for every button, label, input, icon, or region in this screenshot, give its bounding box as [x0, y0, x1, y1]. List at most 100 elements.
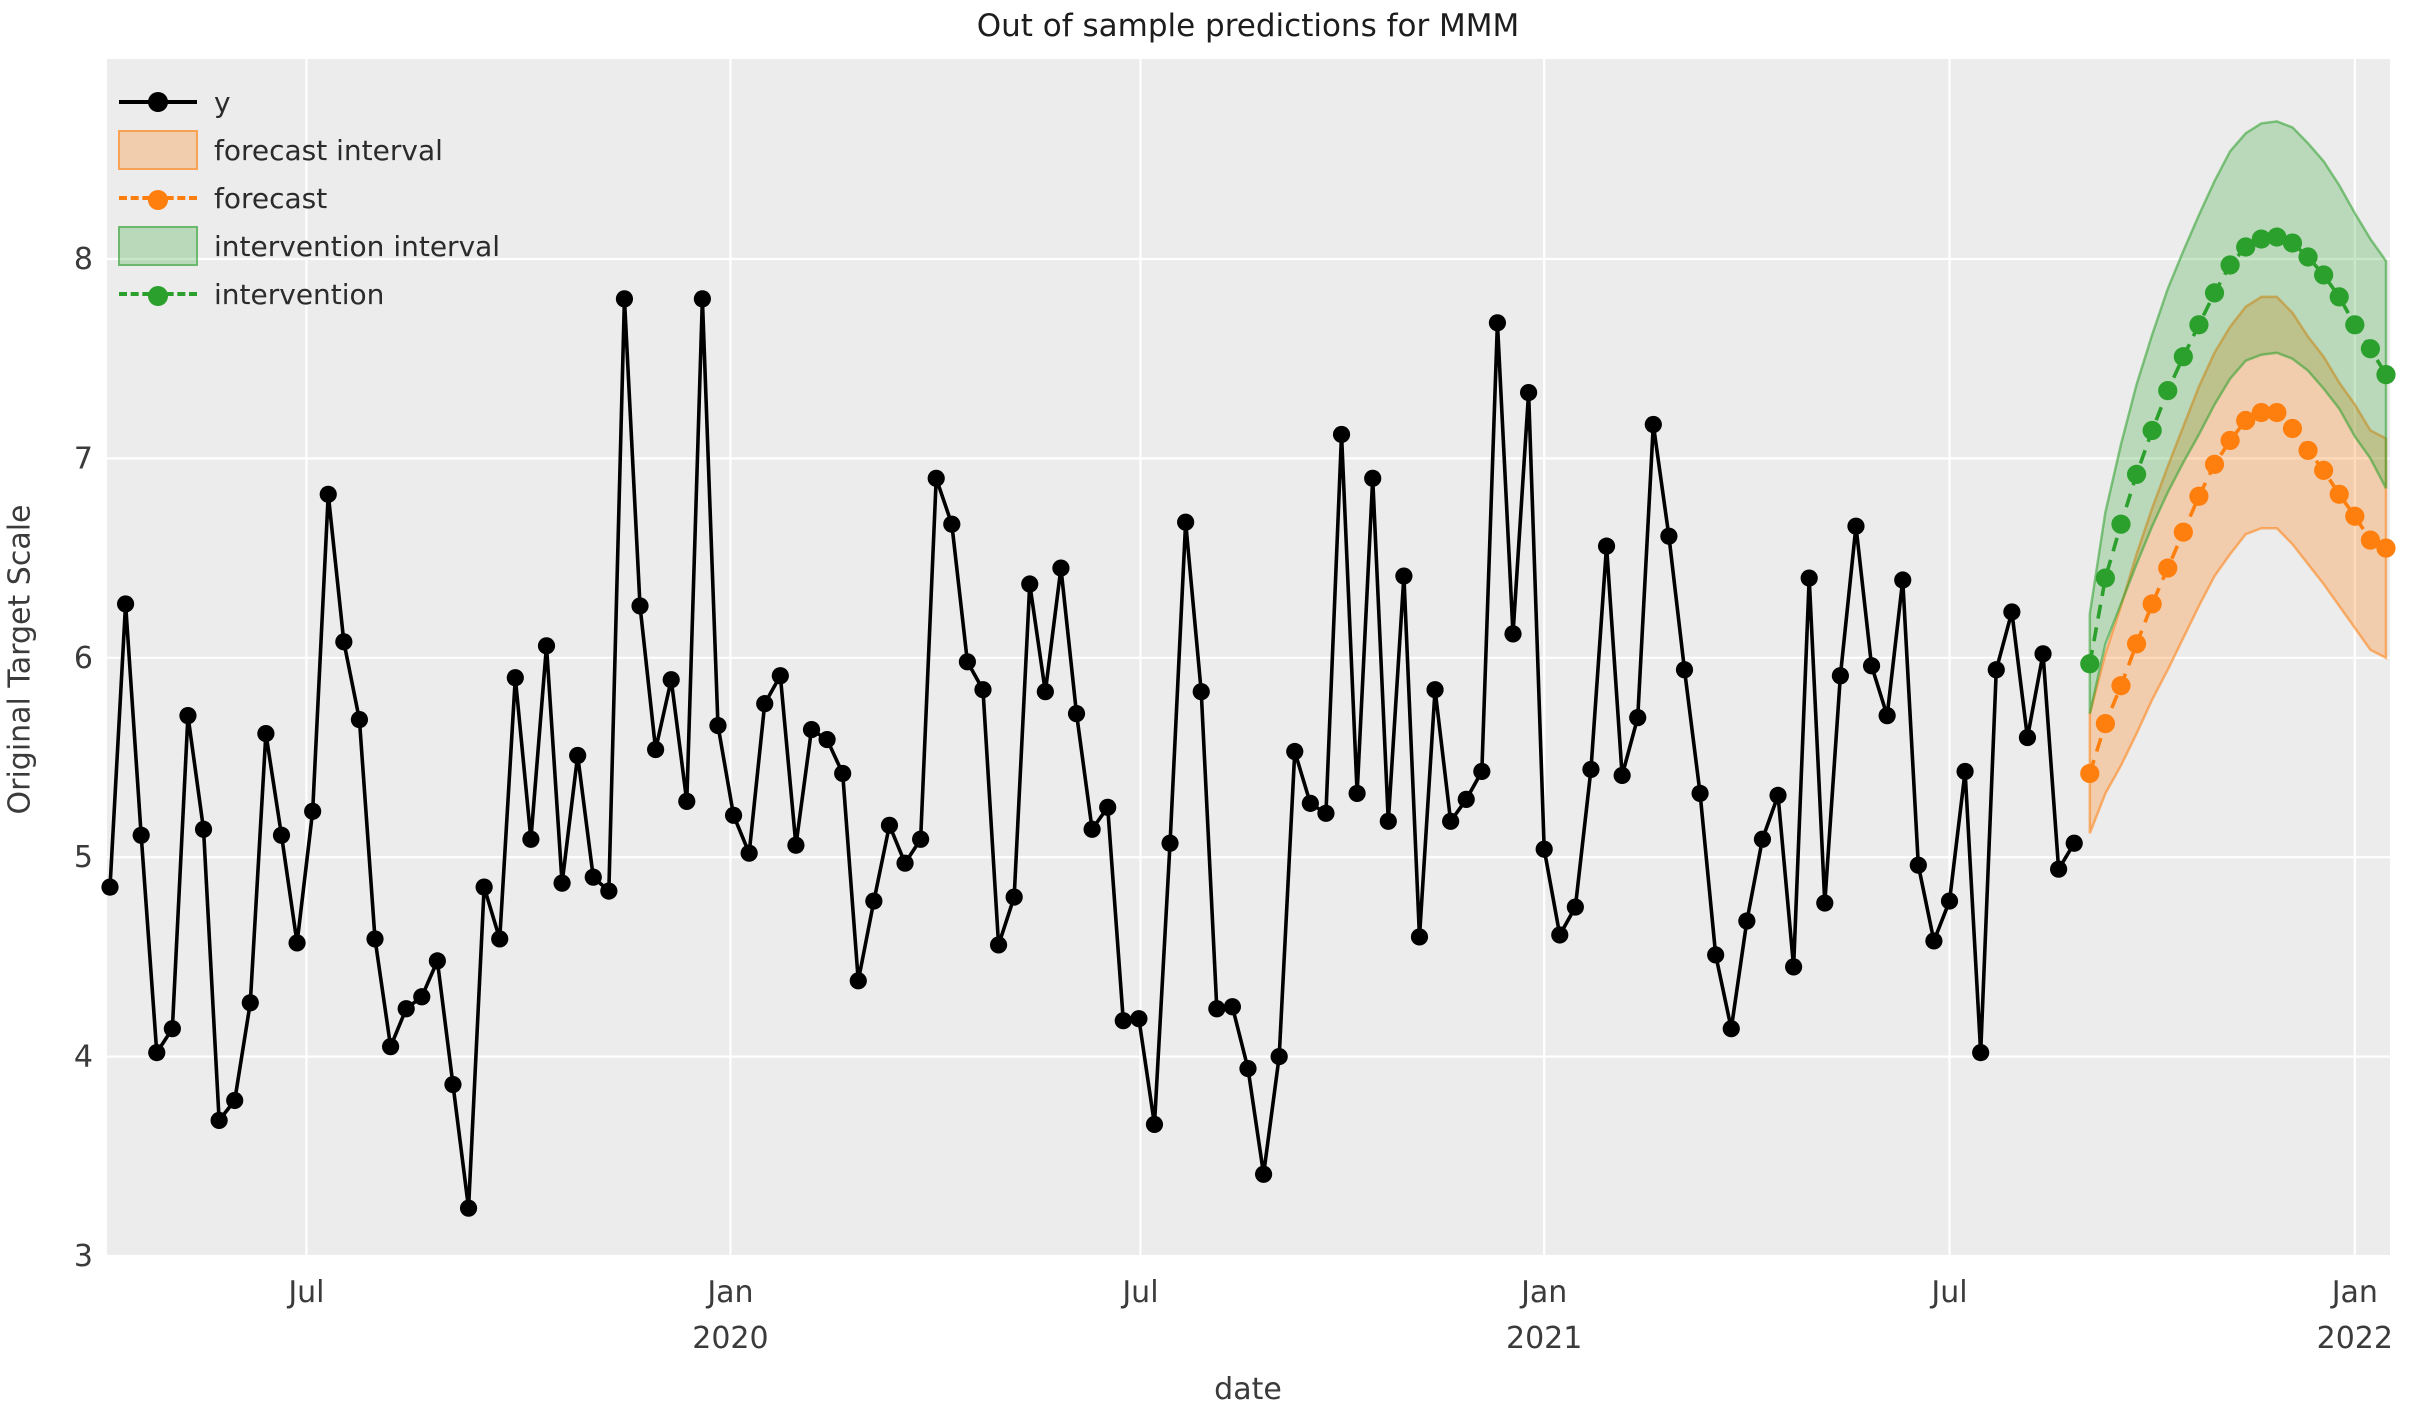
y-series-point [1410, 928, 1429, 946]
x-tick-label: Jan [2330, 1275, 2378, 1310]
legend: y forecast interval forecast interventio… [118, 78, 500, 318]
y-series-point [2065, 834, 2083, 852]
y-series-point [818, 730, 836, 749]
y-series-point [1021, 575, 1039, 593]
legend-label: intervention [214, 277, 385, 311]
y-series-point [740, 844, 758, 862]
y-series-point [1925, 932, 1943, 950]
y-axis-label: Original Target Scale [2, 504, 38, 815]
y-series-point [1707, 946, 1725, 964]
y-series-point [1972, 1044, 1990, 1062]
y-series-point [1099, 798, 1117, 816]
y-series-point [1878, 707, 1896, 725]
x-tick-label: Jul [1929, 1275, 1967, 1310]
x-tick-year-label: 2021 [1506, 1321, 1582, 1356]
intervention-series-point [2111, 514, 2131, 534]
y-series-point [350, 711, 369, 729]
y-series-point [1317, 804, 1335, 822]
y-series-point [834, 764, 852, 783]
y-series-point [1395, 567, 1413, 585]
y-series-point [1114, 1012, 1132, 1030]
x-tick-label: Jan [1519, 1275, 1567, 1310]
y-series-point [584, 868, 602, 886]
forecast-series-point [2376, 538, 2396, 558]
legend-label: intervention interval [214, 229, 501, 263]
intervention-dashed-marker-icon [118, 286, 198, 306]
y-series-point [678, 792, 696, 810]
y-series-point [912, 830, 930, 848]
y-tick-label: 3 [74, 1239, 93, 1274]
y-series-point [1816, 894, 1834, 912]
y-series-point [787, 836, 805, 854]
legend-item-forecast-interval: forecast interval [118, 126, 500, 174]
intervention-series-point [2158, 381, 2178, 401]
y-line-marker-icon [118, 92, 198, 112]
y-series-point [2003, 603, 2021, 621]
y-series-point [865, 892, 883, 910]
y-series-point [116, 595, 135, 613]
intervention-series-point [2282, 233, 2303, 253]
legend-item-intervention: intervention [118, 270, 500, 318]
x-tick-year-label: 2022 [2317, 1321, 2393, 1356]
intervention-series-point [2345, 315, 2365, 335]
y-series-point [304, 802, 322, 820]
y-series-point [880, 816, 899, 834]
y-series-point [1675, 661, 1694, 679]
chart-title: Out of sample predictions for MMM [0, 8, 2423, 44]
forecast-series-point [2220, 430, 2240, 451]
y-series-point [896, 854, 914, 872]
intervention-series-point [2204, 283, 2225, 303]
intervention-series-point [2251, 229, 2271, 249]
y-series-point [179, 707, 197, 725]
intervention-series-point [2360, 339, 2381, 359]
y-series-point [1083, 820, 1101, 838]
y-series-point [1005, 888, 1023, 906]
intervention-series-point [2314, 265, 2334, 285]
y-series-point [241, 994, 259, 1012]
y-series-point [802, 720, 821, 739]
forecast-series-point [2267, 402, 2287, 423]
y-series-point [1613, 766, 1631, 785]
y-series-point [210, 1111, 228, 1130]
forecast-series-point [2158, 558, 2178, 578]
y-series-point [1052, 559, 1070, 577]
y-series-point [1956, 762, 1974, 781]
intervention-series-point [2142, 420, 2162, 441]
forecast-interval-patch-icon [118, 130, 198, 170]
y-series-point [1208, 1000, 1226, 1018]
x-tick-label: Jan [705, 1275, 753, 1310]
forecast-series-point [2282, 418, 2303, 439]
y-series-point [272, 826, 291, 844]
intervention-series-point [2080, 654, 2100, 674]
chart-title-text: Out of sample predictions for MMM [976, 8, 1520, 44]
y-series-point [1987, 661, 2005, 679]
y-series-point [1364, 469, 1382, 487]
legend-label: forecast interval [214, 133, 443, 167]
y-series-point [1239, 1059, 1257, 1078]
y-series-point [132, 826, 150, 844]
x-axis-label: date [1214, 1372, 1282, 1407]
y-series-point [2050, 860, 2068, 878]
forecast-series-point [2189, 486, 2209, 506]
y-tick-label: 5 [74, 840, 93, 875]
y-tick-label: 4 [74, 1040, 93, 1075]
y-series-point [1831, 667, 1849, 685]
y-series-point [1426, 681, 1444, 699]
intervention-series-point [2189, 315, 2209, 335]
y-series-point [958, 653, 976, 671]
y-series-point [1161, 834, 1179, 852]
y-series-point [631, 597, 649, 615]
y-series-point [1145, 1115, 1164, 1133]
forecast-series-point [2345, 506, 2365, 526]
intervention-series-point [2298, 247, 2318, 267]
y-series-point [459, 1199, 478, 1217]
y-series-point [1286, 742, 1304, 761]
y-series-point [2034, 645, 2052, 663]
y-series-point [1332, 425, 1351, 444]
y-series-point [506, 669, 524, 687]
y-series-point [1551, 926, 1569, 944]
y-series-point [475, 878, 493, 896]
y-series-point [397, 1000, 415, 1018]
intervention-series-point [2095, 568, 2115, 588]
